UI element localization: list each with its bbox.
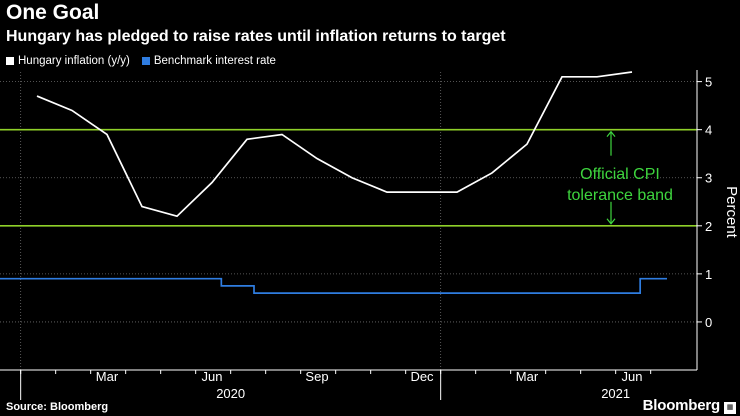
ytick-label: 1 — [705, 267, 712, 282]
annotation-arrowhead-down — [606, 218, 616, 225]
legend-swatch-inflation — [6, 57, 14, 65]
ytick-label: 4 — [705, 123, 712, 138]
ytick-label: 0 — [705, 315, 712, 330]
xtick-label: Jun — [202, 369, 223, 384]
xtick-label: Mar — [96, 369, 119, 384]
legend-label-inflation: Hungary inflation (y/y) — [18, 55, 130, 67]
legend-label-rate: Benchmark interest rate — [153, 55, 276, 67]
legend: Hungary inflation (y/y) Benchmark intere… — [6, 55, 276, 67]
xtick-label: Dec — [410, 369, 434, 384]
ytick-label: 2 — [705, 219, 712, 234]
series-line-rate — [0, 277, 667, 294]
ytick-label: 5 — [705, 75, 712, 90]
annotation-arrowhead-up — [606, 130, 616, 138]
y-axis-title: Percent — [723, 186, 740, 239]
annotation-text: tolerance band — [567, 187, 673, 204]
year-label: 2021 — [601, 386, 630, 401]
source-note: Source: Bloomberg — [6, 401, 109, 413]
chart-title: One Goal — [6, 1, 100, 24]
legend-item-inflation: Hungary inflation (y/y) — [6, 55, 130, 67]
xtick-label: Sep — [305, 369, 328, 384]
series-line-inflation — [36, 71, 633, 218]
xtick-label: Mar — [516, 369, 539, 384]
annotation-text: Official CPI — [580, 166, 660, 183]
brand-logo: Bloomberg — [642, 397, 721, 414]
ytick-label: 3 — [705, 171, 712, 186]
year-label: 2020 — [216, 386, 245, 401]
xtick-label: Jun — [622, 369, 643, 384]
legend-item-rate: Benchmark interest rate — [141, 55, 276, 67]
chart-subtitle: Hungary has pledged to raise rates until… — [6, 28, 506, 45]
brand-mark-icon: ▦ — [724, 402, 736, 414]
legend-swatch-rate — [141, 57, 150, 65]
